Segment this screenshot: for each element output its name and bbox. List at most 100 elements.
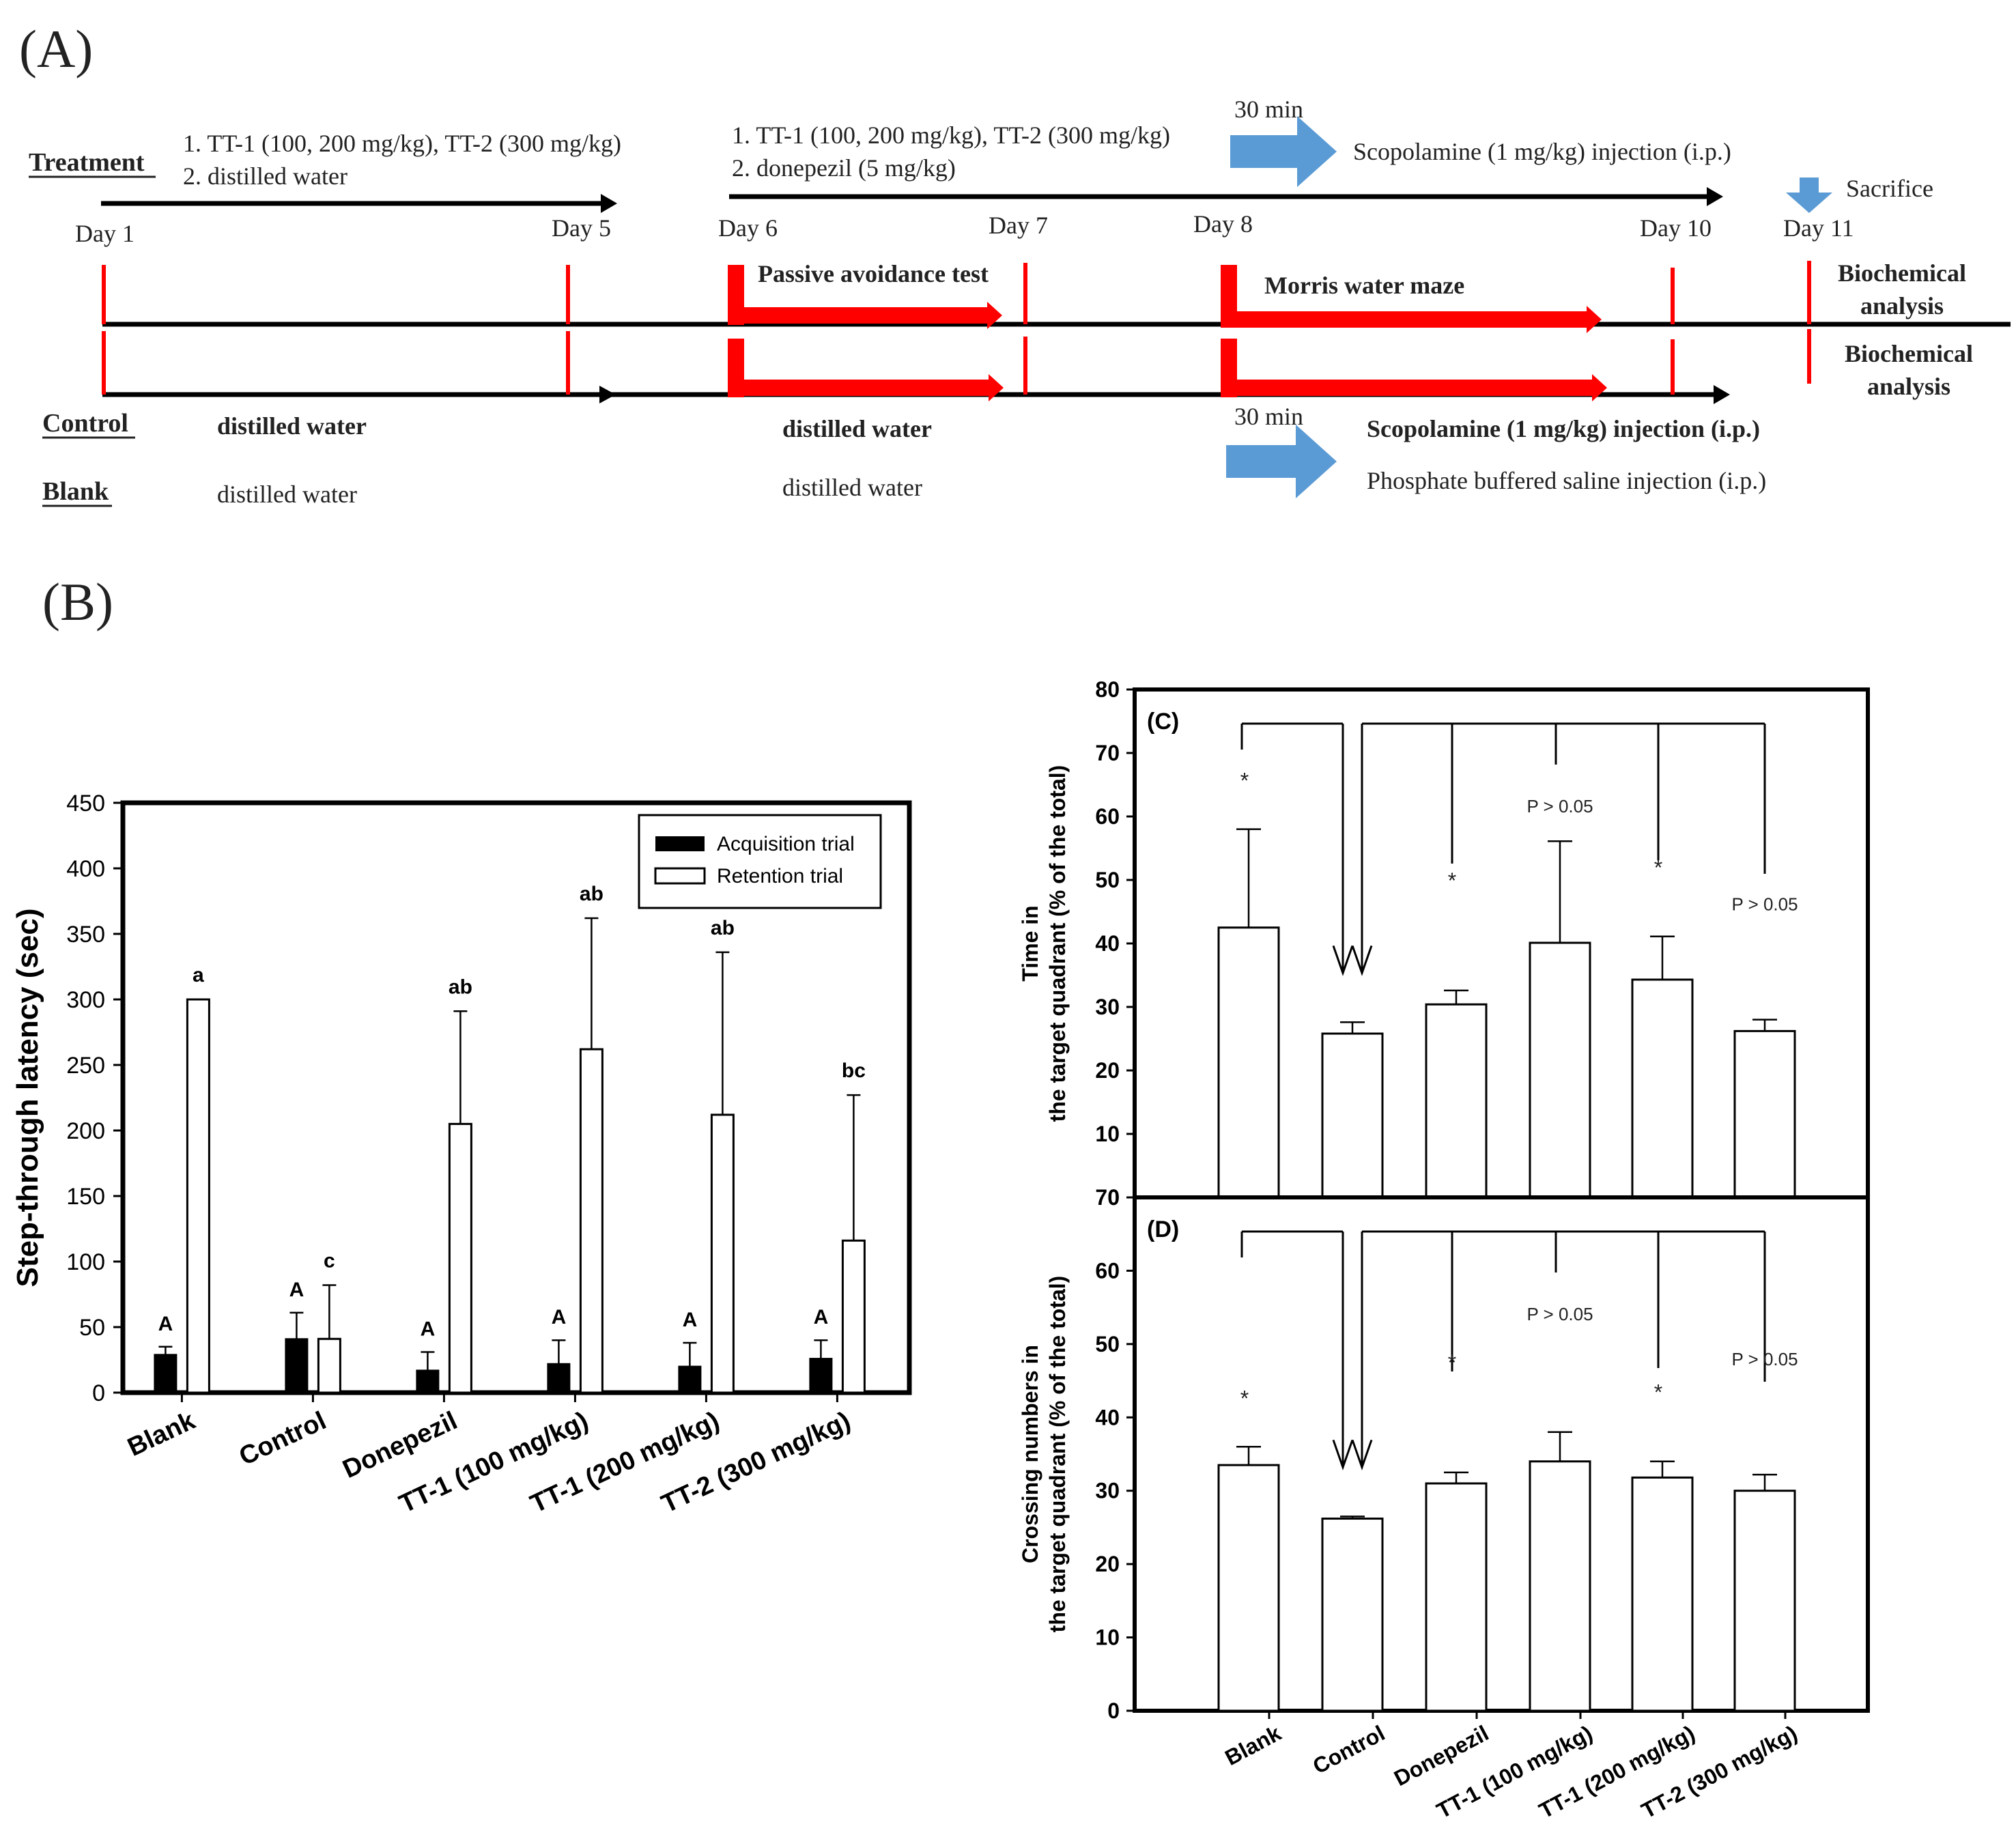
- label-retention: bc: [842, 1059, 866, 1082]
- y-tick-label: 350: [66, 922, 105, 948]
- biochem-top-1: Biochemical: [1838, 259, 1966, 287]
- chart-c-time-in-quadrant: 0 10 20 30 40 50 60 70 80 (C) Time in the target qu…: [1018, 677, 1870, 1210]
- y-tick-label: 450: [66, 791, 105, 816]
- arrow-head-4: [1714, 385, 1730, 404]
- scopolamine-bottom: Scopolamine (1 mg/kg) injection (i.p.): [1367, 415, 1760, 442]
- bar-acquisition: [416, 1369, 440, 1393]
- chart-d-arrowhead: [1351, 1439, 1373, 1470]
- chart-c-annotation: *: [1654, 855, 1662, 880]
- arrow-head-1: [601, 194, 617, 213]
- bar-acquisition: [285, 1338, 309, 1394]
- bar-acquisition: [809, 1358, 833, 1393]
- chart-c-bar: [1733, 1029, 1796, 1199]
- passive-avoidance-label: Passive avoidance test: [758, 260, 989, 287]
- sacrifice-text: Sacrifice: [1846, 175, 1933, 202]
- y-tick-label: 100: [66, 1249, 105, 1275]
- arrow-head-2: [1707, 187, 1723, 206]
- chart-d-y-tick-label: 30: [1095, 1479, 1120, 1503]
- blank-label: Blank: [42, 477, 109, 506]
- chart-c-y-tick-label: 30: [1095, 995, 1120, 1019]
- label-retention: ab: [580, 883, 604, 905]
- control-label: Control: [42, 409, 128, 438]
- label-acquisition: A: [421, 1318, 436, 1340]
- day11-label: Day 11: [1783, 214, 1854, 242]
- chart-b-legend: Acquisition trial Retention trial: [638, 814, 882, 909]
- chart-b-frame: [120, 800, 912, 1395]
- chart-c-ylabel-2: the target quadrant (% of the total): [1045, 765, 1070, 1122]
- chart-c-arrowhead: [1332, 945, 1354, 976]
- chart-c-y-tick-label: 40: [1095, 931, 1120, 956]
- thirty-min-bottom: 30 min: [1234, 403, 1303, 430]
- biochem-bottom-2: analysis: [1867, 373, 1950, 400]
- chart-d-x-tick-label: Blank: [1221, 1720, 1285, 1770]
- chart-c-y-tick-label: 50: [1095, 868, 1120, 892]
- treatment-text-1a: 1. TT-1 (100, 200 mg/kg), TT-2 (300 mg/k…: [183, 130, 621, 157]
- chart-d-arrowhead: [1332, 1439, 1354, 1470]
- treatment-text-2b: 2. donepezil (5 mg/kg): [732, 154, 956, 182]
- chart-c-annotation: *: [1448, 868, 1456, 893]
- chart-b-step-through: 0 50 100 150 200 250 300 350 400 450 Step-through …: [11, 791, 912, 1519]
- day8-label: Day 8: [1193, 210, 1253, 238]
- chart-c-y-tick-label: 10: [1095, 1122, 1120, 1146]
- chart-d-bar: [1733, 1490, 1796, 1712]
- day1-label: Day 1: [75, 220, 134, 247]
- label-acquisition: A: [683, 1309, 698, 1331]
- label-acquisition: A: [552, 1306, 567, 1328]
- chart-d-panel-label: (D): [1147, 1217, 1179, 1242]
- blank-dw-2: distilled water: [782, 474, 922, 501]
- bar-acquisition: [154, 1354, 178, 1393]
- y-tick-label: 150: [66, 1184, 105, 1210]
- bar-acquisition: [678, 1365, 702, 1393]
- chart-d-annotation: *: [1240, 1386, 1249, 1410]
- pbs-text: Phosphate buffered saline injection (i.p…: [1367, 467, 1766, 494]
- chart-d-annotation: P > 0.05: [1731, 1349, 1798, 1369]
- y-tick-label: 200: [66, 1118, 105, 1144]
- chart-c-annotation: P > 0.05: [1527, 796, 1593, 816]
- biochem-bottom-1: Biochemical: [1845, 340, 1973, 367]
- panel-a-timeline: (A) Treatment Control Blank 1. TT-1 (100…: [19, 19, 2011, 508]
- blue-arrow-bottom: [1226, 425, 1337, 498]
- blank-dw-1: distilled water: [217, 481, 357, 508]
- bar-retention: [841, 1239, 866, 1394]
- label-retention: ab: [449, 976, 472, 998]
- chart-d-annotation: *: [1654, 1380, 1662, 1405]
- x-tick-label: Blank: [124, 1406, 200, 1462]
- legend-label-retention: Retention trial: [717, 865, 843, 887]
- chart-d-y-tick-label: 70: [1095, 1185, 1120, 1210]
- legend-swatch-retention: [654, 867, 706, 885]
- y-tick-label: 50: [79, 1315, 105, 1341]
- label-acquisition: A: [158, 1313, 173, 1335]
- label-retention: c: [324, 1250, 335, 1272]
- day5-label: Day 5: [552, 214, 611, 242]
- label-retention: a: [193, 964, 204, 986]
- chart-c-panel-label: (C): [1147, 709, 1179, 735]
- chart-d-y-tick-label: 50: [1095, 1332, 1120, 1356]
- chart-d-crossing-numbers: 0 10 20 30 40 50 60 70 (D) Crossing numbers in the…: [1018, 1185, 1870, 1823]
- bar-acquisition: [547, 1363, 571, 1394]
- bar-retention: [317, 1337, 341, 1394]
- chart-c-y-tick-label: 80: [1095, 677, 1120, 702]
- bar-retention: [579, 1048, 604, 1394]
- scopolamine-top: Scopolamine (1 mg/kg) injection (i.p.): [1353, 138, 1731, 165]
- chart-d-bar: [1321, 1518, 1384, 1712]
- chart-d-ylabel-1: Crossing numbers in: [1018, 1345, 1042, 1563]
- y-tick-label: 400: [66, 856, 105, 882]
- chart-c-y-tick-label: 0: [1107, 1185, 1120, 1210]
- chart-d-y-tick-label: 40: [1095, 1405, 1120, 1429]
- chart-c-bar: [1425, 1003, 1488, 1199]
- day10-label: Day 10: [1640, 214, 1712, 242]
- chart-d-y-tick-label: 60: [1095, 1258, 1120, 1283]
- chart-d-x-tick-label: Control: [1309, 1720, 1389, 1778]
- arrow-head-3: [599, 386, 616, 403]
- chart-c-annotation: P > 0.05: [1731, 894, 1798, 915]
- bar-retention: [448, 1122, 472, 1394]
- chart-d-bar: [1529, 1460, 1591, 1712]
- chart-d-bar: [1631, 1476, 1694, 1712]
- chart-c-y-tick-label: 60: [1095, 804, 1120, 829]
- legend-label-acquisition: Acquisition trial: [717, 833, 855, 855]
- day7-label: Day 7: [989, 212, 1048, 239]
- chart-c-bar: [1217, 926, 1280, 1199]
- panel-b-label: (B): [42, 572, 113, 631]
- chart-c-arrowhead: [1351, 945, 1373, 976]
